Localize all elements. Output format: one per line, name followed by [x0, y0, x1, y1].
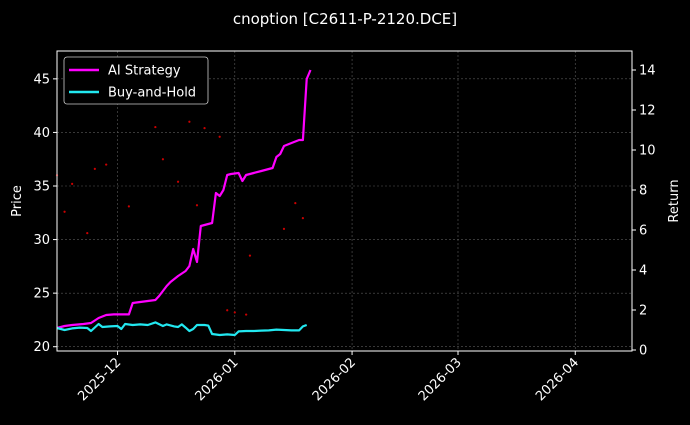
right-tick-label: 14 [639, 64, 656, 79]
scatter-point [188, 120, 191, 123]
plot-frame [56, 50, 633, 352]
x-tick-label: 2026-03 [416, 355, 465, 404]
scatter-point [248, 254, 252, 257]
legend-label-1: Buy-and-Hold [108, 86, 196, 101]
x-tick-label: 2026-01 [193, 355, 242, 404]
series-line-1 [56, 321, 308, 337]
right-tick-label: 4 [639, 264, 647, 279]
scatter-point [86, 232, 89, 235]
x-tick-label: 2026-04 [533, 355, 582, 404]
right-tick-label: 6 [639, 224, 647, 239]
left-tick-label: 25 [33, 287, 50, 302]
scatter-point [63, 210, 66, 213]
scatter-point [154, 125, 157, 129]
left-tick-label: 20 [33, 340, 50, 355]
scatter-point [233, 311, 236, 314]
y-axis-label-left: Price [10, 185, 25, 217]
scatter-point [301, 217, 304, 220]
chart-title: cnoption [C2611-P-2120.DCE] [233, 10, 457, 28]
right-tick-label: 2 [639, 304, 647, 319]
left-axis: 20 25 30 35 40 45 [33, 72, 57, 355]
right-axis: 0 2 4 6 8 10 12 14 [632, 64, 656, 359]
scatter-point [195, 204, 199, 207]
scatter-point [161, 158, 165, 161]
left-tick-label: 30 [33, 233, 50, 248]
series-layer [56, 69, 312, 337]
x-axis: 2025-12 2026-01 2026-02 2026-03 2026-04 [75, 351, 582, 404]
legend: AI Strategy Buy-and-Hold [63, 56, 209, 105]
scatter-point [105, 163, 108, 166]
left-tick-label: 45 [33, 72, 50, 87]
scatter-layer [55, 120, 304, 316]
x-tick-label: 2026-02 [310, 355, 359, 404]
left-tick-label: 40 [33, 126, 50, 141]
left-tick-label: 35 [33, 180, 50, 195]
right-tick-label: 8 [639, 184, 647, 199]
scatter-point [71, 182, 74, 185]
right-tick-label: 12 [639, 104, 656, 119]
x-tick-label: 2025-12 [75, 355, 124, 404]
scatter-point [218, 135, 221, 138]
scatter-point [176, 180, 180, 183]
grid-lines [57, 51, 632, 351]
y-axis-label-right: Return [667, 179, 682, 222]
scatter-point [226, 309, 229, 312]
right-tick-label: 10 [639, 144, 656, 159]
right-tick-label: 0 [639, 344, 647, 359]
scatter-point [93, 167, 96, 170]
series-line-0 [56, 69, 312, 330]
scatter-point [127, 205, 130, 208]
scatter-point [203, 127, 206, 130]
scatter-point [245, 313, 248, 316]
scatter-point [282, 227, 286, 230]
legend-label-0: AI Strategy [108, 64, 181, 79]
legend-box [63, 56, 209, 105]
scatter-point [294, 202, 297, 205]
